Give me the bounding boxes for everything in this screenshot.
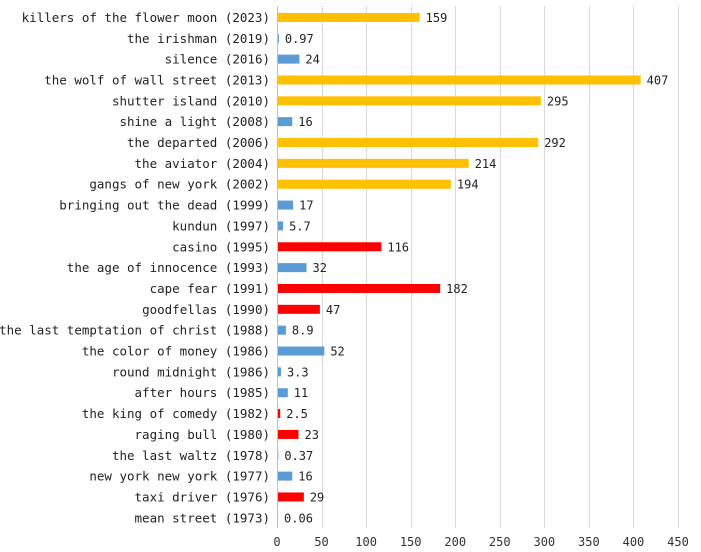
data-label: 0.06 — [284, 511, 313, 525]
category-label: the departed (2006) — [127, 135, 270, 150]
category-label: cape fear (1991) — [150, 281, 270, 296]
data-label: 116 — [387, 240, 409, 254]
data-label: 214 — [475, 157, 497, 171]
bar — [278, 138, 539, 148]
data-label: 16 — [298, 470, 312, 484]
x-tick-labels: 0 50 100 150 200 250 300 350 400 450 — [273, 535, 688, 549]
data-label: 23 — [304, 428, 318, 442]
category-label: shutter island (2010) — [112, 93, 270, 108]
data-label: 16 — [298, 115, 312, 129]
data-label: 11 — [294, 386, 308, 400]
data-label: 52 — [330, 345, 344, 359]
data-label: 295 — [547, 94, 569, 108]
bar — [278, 158, 469, 168]
data-label: 292 — [544, 136, 566, 150]
x-tick-label: 400 — [623, 535, 645, 549]
bar — [278, 54, 300, 64]
data-label: 5.7 — [289, 219, 311, 233]
category-label: kundun (1997) — [172, 218, 270, 233]
category-label: after hours (1985) — [135, 385, 270, 400]
category-label: the king of comedy (1982) — [82, 406, 270, 421]
category-label: goodfellas (1990) — [142, 302, 270, 317]
data-label: 0.37 — [284, 449, 313, 463]
category-label: raging bull (1980) — [135, 427, 270, 442]
bar — [278, 409, 281, 419]
bar — [278, 117, 293, 127]
category-labels: killers of the flower moon (2023) the iri… — [0, 10, 270, 525]
category-label: the last temptation of christ (1988) — [0, 323, 270, 338]
bar — [278, 96, 541, 106]
x-tick-label: 450 — [667, 535, 689, 549]
data-label: 32 — [313, 261, 327, 275]
data-label: 47 — [326, 303, 340, 317]
bar — [278, 200, 294, 210]
category-label: the last waltz (1978) — [112, 448, 270, 463]
data-label: 29 — [310, 490, 324, 504]
x-tick-label: 100 — [355, 535, 377, 549]
x-tick-label: 0 — [273, 535, 280, 549]
data-label: 17 — [299, 199, 313, 213]
x-tick-label: 350 — [578, 535, 600, 549]
bar — [278, 221, 284, 231]
bar — [278, 283, 441, 293]
bar — [278, 12, 420, 22]
category-label: shine a light (2008) — [119, 114, 270, 129]
bar — [278, 492, 304, 502]
bar — [278, 325, 286, 335]
bar — [278, 388, 288, 398]
data-label: 0.97 — [285, 32, 314, 46]
bar — [278, 179, 451, 189]
category-label: the age of innocence (1993) — [67, 260, 270, 275]
data-label: 407 — [647, 73, 669, 87]
category-label: the aviator (2004) — [135, 156, 270, 171]
x-tick-label: 50 — [314, 535, 328, 549]
category-label: new york new york (1977) — [89, 469, 270, 484]
data-label: 159 — [426, 11, 448, 25]
category-label: casino (1995) — [172, 239, 270, 254]
category-label: the wolf of wall street (2013) — [44, 72, 270, 87]
data-label: 8.9 — [292, 324, 314, 338]
category-label: the color of money (1986) — [82, 344, 270, 359]
bar — [278, 429, 299, 439]
gridlines — [277, 6, 679, 528]
x-tick-label: 300 — [533, 535, 555, 549]
category-label: killers of the flower moon (2023) — [22, 10, 270, 25]
category-label: round midnight (1986) — [112, 364, 270, 379]
bar — [278, 304, 320, 314]
category-label: gangs of new york (2002) — [89, 177, 270, 192]
bar — [278, 346, 325, 356]
category-label: the irishman (2019) — [127, 31, 270, 46]
data-label: 3.3 — [287, 365, 309, 379]
x-tick-label: 250 — [489, 535, 511, 549]
data-label: 24 — [305, 53, 319, 67]
bars — [278, 12, 641, 523]
category-label: silence (2016) — [165, 52, 270, 67]
data-label: 182 — [446, 282, 468, 296]
bar — [278, 75, 641, 85]
category-label: bringing out the dead (1999) — [59, 198, 270, 213]
data-label: 194 — [457, 178, 479, 192]
bar — [278, 367, 281, 377]
bar — [278, 263, 307, 273]
x-tick-label: 200 — [444, 535, 466, 549]
bar — [278, 242, 382, 252]
data-label: 2.5 — [286, 407, 308, 421]
category-label: mean street (1973) — [135, 510, 270, 525]
bar — [278, 33, 279, 43]
bar — [278, 471, 293, 481]
category-label: taxi driver (1976) — [135, 489, 270, 504]
x-tick-label: 150 — [400, 535, 422, 549]
value-labels: 159 0.97 24 407 295 16 292 214 194 17 5.7 116 32 182 4… — [284, 11, 668, 525]
